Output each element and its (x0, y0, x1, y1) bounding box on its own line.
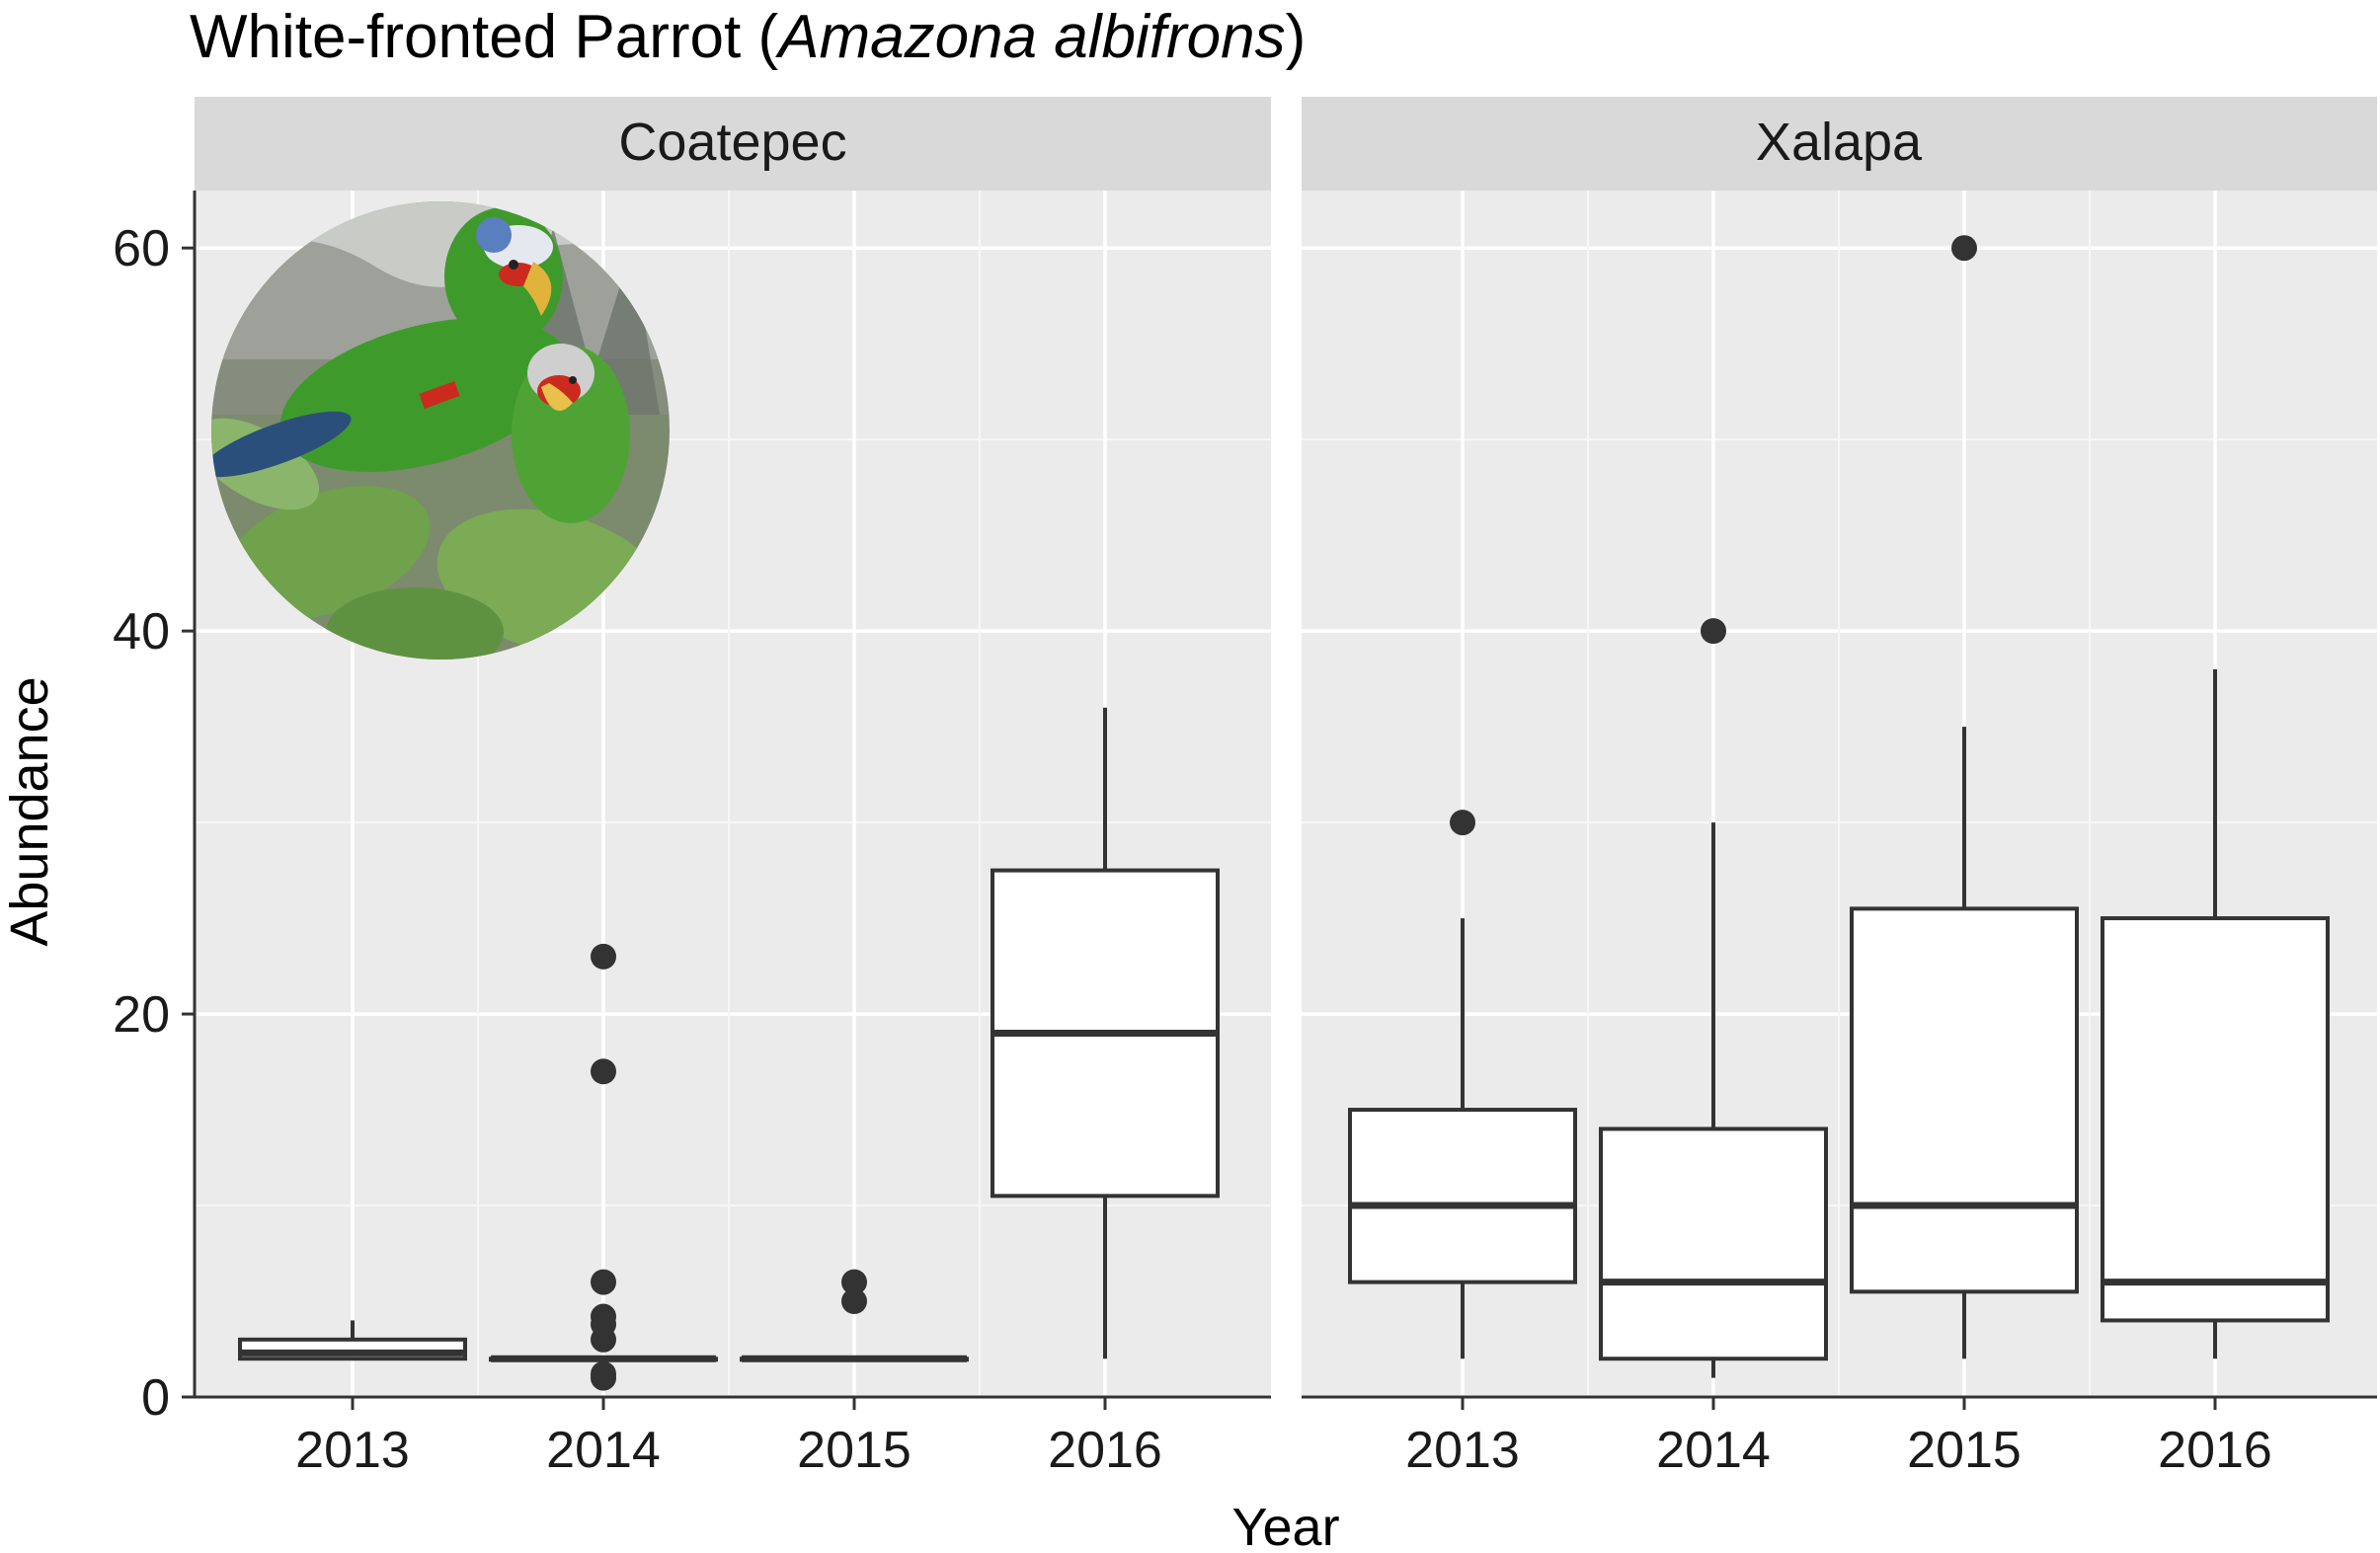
outlier-point (591, 1058, 616, 1085)
outlier-point (1951, 235, 1977, 262)
chart-title: White-fronted Parrot (Amazona albifrons) (190, 3, 1306, 71)
box-plots (238, 235, 2330, 1391)
y-tick-label: 60 (113, 220, 170, 277)
outlier-point (841, 1269, 867, 1295)
panel-boxes-xalapa (1348, 235, 2330, 1378)
x-tick-label: 2014 (1656, 1422, 1771, 1479)
box-iqr (2101, 916, 2330, 1323)
outlier-point (591, 943, 616, 970)
box-iqr (1599, 1126, 1828, 1361)
strip-xalapa (1302, 97, 2377, 191)
outlier-point (591, 1360, 616, 1387)
panel-boxes-coatepec (238, 707, 1220, 1391)
x-tick-label: 2014 (546, 1422, 661, 1479)
outlier-point (1701, 618, 1726, 645)
y-axis-title: Abundance (0, 676, 59, 946)
y-tick-label: 40 (113, 603, 170, 660)
box-iqr (1348, 1108, 1577, 1284)
y-tick-label: 0 (141, 1369, 170, 1427)
chart-title-prefix: White-fronted Parrot ( (190, 3, 778, 71)
axes: 0 20 40 60 2013 2014 2015 2016 2013 2014 2015 2016 (113, 220, 2272, 1479)
parrot-photo (211, 201, 670, 660)
x-tick-label: 2013 (1405, 1422, 1520, 1479)
chart-title-suffix: ) (1286, 3, 1307, 71)
outlier-point (1450, 810, 1475, 836)
x-tick-label: 2015 (1907, 1422, 2022, 1479)
strip-label-xalapa: Xalapa (1756, 113, 1923, 172)
strip-coatepec (195, 97, 1271, 191)
outlier-point (591, 1269, 616, 1295)
chart-title-italic: Amazona albifrons (774, 3, 1286, 71)
x-tick-label: 2016 (2158, 1422, 2272, 1479)
outlier-point (841, 1288, 867, 1315)
x-tick-label: 2016 (1048, 1422, 1162, 1479)
x-tick-label: 2015 (797, 1422, 912, 1479)
x-tick-label: 2013 (295, 1422, 410, 1479)
outlier-point (591, 1303, 616, 1330)
x-axis-title: Year (1231, 1498, 1339, 1553)
y-tick-label: 20 (113, 986, 170, 1044)
box-iqr (1850, 906, 2079, 1294)
strip-label-coatepec: Coatepec (618, 113, 846, 172)
